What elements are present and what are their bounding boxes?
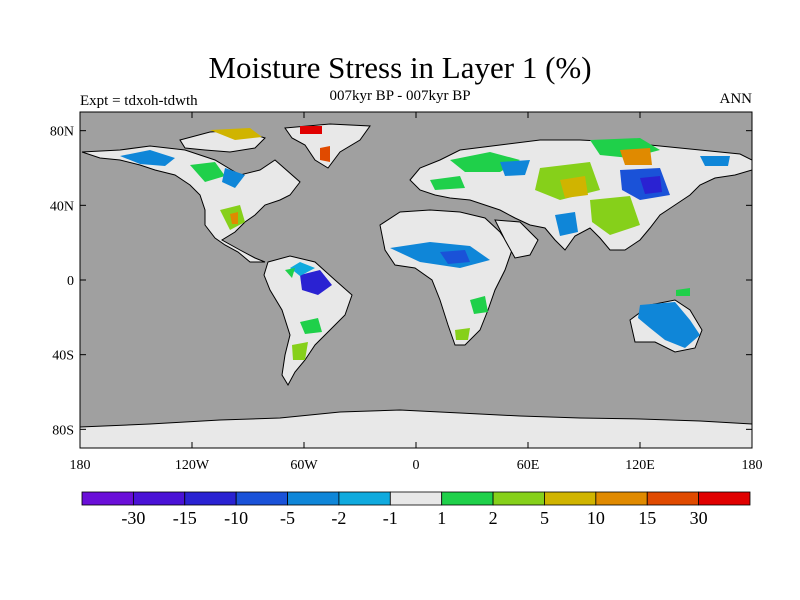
map-panel: 80N 40N 0 40S 80S 180 120W 60W 0 60E 120E 180 — [50, 111, 763, 473]
colorbar-label: -5 — [280, 508, 295, 528]
season-label: ANN — [719, 91, 753, 107]
colorbar-swatch — [646, 491, 700, 506]
anomaly-patch-arctic — [210, 128, 262, 140]
colorbar-label: 15 — [638, 508, 656, 528]
anomaly-patch-greenland — [320, 146, 330, 162]
land-greenland — [284, 123, 371, 169]
colorbar-swatch — [389, 491, 443, 506]
colorbar-label: -30 — [121, 508, 145, 528]
anomaly-patch-north-america — [222, 168, 245, 188]
lon-tick-label: 180 — [742, 458, 763, 473]
colorbar-swatch — [544, 491, 597, 506]
anomaly-patch-africa — [455, 328, 470, 340]
lon-tick-label: 60E — [517, 458, 540, 473]
lat-tick-label: 0 — [67, 274, 74, 289]
anomaly-patch-north-america — [230, 212, 238, 224]
colorbar-swatch — [698, 491, 751, 506]
map-title: Moisture Stress in Layer 1 (%) — [208, 50, 592, 85]
anomaly-patch-australia — [638, 302, 700, 348]
lon-tick-label: 120W — [175, 458, 210, 473]
colorbar-swatch — [132, 491, 186, 506]
anomaly-patch-south-america — [285, 268, 295, 278]
anomaly-patch-eurasia — [430, 176, 465, 190]
colorbar-swatch — [287, 491, 340, 506]
colorbar-label: 10 — [587, 508, 605, 528]
anomaly-patch-south-america — [300, 270, 332, 295]
colorbar-swatch — [595, 491, 648, 506]
colorbar-swatch — [441, 491, 494, 506]
anomaly-patch-eurasia — [700, 156, 730, 166]
colorbar-swatch — [492, 491, 545, 506]
colorbar-label: 1 — [437, 508, 446, 528]
colorbar-swatch — [235, 491, 288, 506]
lon-tick-label: 60W — [290, 458, 318, 473]
anomaly-patch-greenland — [300, 126, 322, 134]
colorbar-label: 30 — [690, 508, 708, 528]
anomaly-patch-north-america — [120, 150, 175, 166]
latitude-ticks: 80N 40N 0 40S 80S — [50, 125, 752, 438]
lat-tick-label: 40S — [52, 349, 74, 364]
land-arabia — [494, 219, 539, 259]
colorbar-label: 2 — [489, 508, 498, 528]
anomaly-patch-south-america — [300, 318, 322, 334]
lon-tick-label: 0 — [413, 458, 420, 473]
lat-tick-label: 80S — [52, 423, 74, 438]
anomaly-patch-north-america — [190, 162, 225, 182]
land-antarctica — [80, 409, 752, 448]
lon-tick-label: 180 — [70, 458, 91, 473]
colorbar-label: -1 — [383, 508, 398, 528]
anomaly-patch-africa — [440, 250, 470, 264]
anomaly-patch-eurasia — [560, 176, 588, 198]
colorbar-swatch — [338, 491, 391, 506]
anomaly-patch-south-america — [290, 262, 315, 276]
longitude-ticks: 180 120W 60W 0 60E 120E 180 — [70, 112, 763, 473]
lat-tick-label: 80N — [50, 125, 74, 140]
land-masses — [80, 123, 752, 448]
colorbar-swatch — [81, 491, 134, 506]
colorbar-label: -2 — [331, 508, 346, 528]
colorbar: -30 -15 -10 -5 -2 -1 1 2 5 10 15 30 — [81, 491, 751, 528]
experiment-label: Expt = tdxoh-tdwth — [80, 93, 198, 109]
colorbar-label: -10 — [224, 508, 248, 528]
land-north-america — [81, 145, 301, 263]
anomaly-patch-eurasia — [590, 196, 640, 235]
lat-tick-label: 40N — [50, 199, 74, 214]
anomaly-patch-eurasia — [500, 160, 530, 176]
anomaly-patch-eurasia — [620, 148, 652, 165]
colorbar-label: -15 — [173, 508, 197, 528]
anomaly-patch-south-america — [292, 342, 308, 360]
anomaly-patch-australia — [676, 288, 690, 296]
anomaly-shading — [120, 126, 730, 360]
map-subtitle: 007kyr BP - 007kyr BP — [329, 88, 471, 104]
anomaly-patch-africa — [470, 296, 488, 314]
anomaly-patch-eurasia — [555, 212, 578, 236]
lon-tick-label: 120E — [625, 458, 655, 473]
anomaly-patch-eurasia — [640, 176, 662, 194]
colorbar-label: 5 — [540, 508, 549, 528]
colorbar-swatch — [184, 491, 237, 506]
